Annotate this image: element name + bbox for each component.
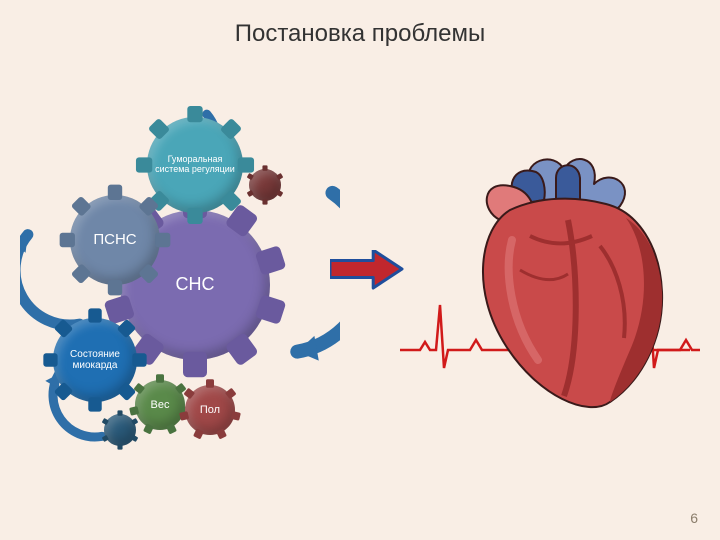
- gear-diagram: СНС Гуморальная система регуляции ПСНС Сост…: [20, 90, 340, 490]
- gear-cns-label: СНС: [170, 275, 221, 295]
- gear-myocard: Состояние миокарда: [53, 318, 137, 402]
- gear-small2: [104, 414, 136, 446]
- page-number: 6: [690, 510, 698, 526]
- gear-weight-label: Вес: [145, 399, 176, 411]
- big-arrow-icon: [330, 250, 410, 294]
- gear-humoral: Гуморальная система регуляции: [147, 117, 243, 213]
- gear-sex: Пол: [185, 385, 235, 435]
- heart-illustration: [400, 110, 700, 470]
- gear-psns: ПСНС: [70, 195, 160, 285]
- gear-small1: [249, 169, 281, 201]
- gear-weight: Вес: [135, 380, 185, 430]
- page-title: Постановка проблемы: [0, 20, 720, 48]
- gear-humoral-label: Гуморальная система регуляции: [147, 155, 243, 175]
- gear-sex-label: Пол: [194, 404, 226, 416]
- gear-myocard-label: Состояние миокарда: [53, 349, 137, 371]
- gear-psns-label: ПСНС: [87, 232, 142, 249]
